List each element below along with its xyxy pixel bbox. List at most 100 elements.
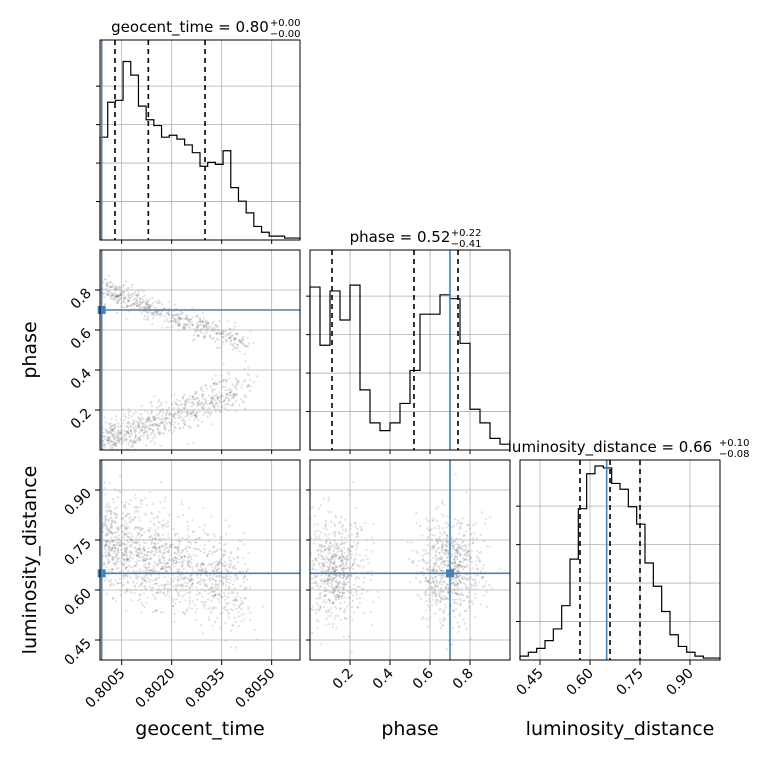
scatter-phase-vs-luminosity_distance-point <box>438 580 441 584</box>
scatter-phase-vs-luminosity_distance-point <box>470 550 473 553</box>
scatter-phase-vs-luminosity_distance-point <box>447 551 450 554</box>
scatter-geocent_time-vs-phase-point <box>230 340 233 343</box>
scatter-geocent_time-vs-phase-point <box>115 294 118 297</box>
scatter-geocent_time-vs-phase-point <box>143 426 146 429</box>
scatter-geocent_time-vs-phase-point <box>129 438 132 442</box>
scatter-geocent_time-vs-phase-point <box>108 441 111 445</box>
scatter-geocent_time-vs-phase-point <box>232 402 235 405</box>
scatter-geocent_time-vs-phase-point <box>150 303 153 307</box>
scatter-phase-vs-luminosity_distance-point <box>354 587 357 591</box>
scatter-geocent_time-vs-luminosity_distance-point <box>134 493 137 497</box>
scatter-geocent_time-vs-luminosity_distance-point <box>161 533 165 536</box>
scatter-phase-vs-luminosity_distance-point <box>334 514 337 517</box>
scatter-geocent_time-vs-phase-point <box>126 431 129 434</box>
scatter-geocent_time-vs-luminosity_distance-point <box>179 557 182 561</box>
scatter-geocent_time-vs-phase-point <box>157 425 160 428</box>
scatter-geocent_time-vs-luminosity_distance-point <box>97 527 99 529</box>
scatter-phase-vs-luminosity_distance-point <box>440 548 443 551</box>
scatter-geocent_time-vs-phase-point <box>123 415 126 418</box>
scatter-geocent_time-vs-luminosity_distance-point <box>145 566 148 569</box>
scatter-geocent_time-vs-luminosity_distance-point <box>107 553 110 556</box>
scatter-geocent_time-vs-luminosity_distance-point <box>186 591 189 594</box>
scatter-geocent_time-vs-phase-point <box>126 304 129 307</box>
scatter-geocent_time-vs-phase-point <box>135 420 138 423</box>
scatter-geocent_time-vs-luminosity_distance-point <box>211 553 214 556</box>
scatter-phase-vs-luminosity_distance-point <box>437 566 440 569</box>
scatter-phase-vs-luminosity_distance-point <box>338 549 341 553</box>
scatter-geocent_time-vs-luminosity_distance-point <box>152 610 155 613</box>
scatter-geocent_time-vs-luminosity_distance-point <box>147 530 151 533</box>
scatter-phase-vs-luminosity_distance-point <box>345 559 349 563</box>
scatter-phase-vs-luminosity_distance-point <box>331 562 334 566</box>
scatter-geocent_time-vs-phase-point <box>213 404 217 407</box>
scatter-geocent_time-vs-phase-point <box>236 380 239 383</box>
scatter-phase-vs-luminosity_distance-point <box>453 518 457 521</box>
scatter-geocent_time-vs-phase-point <box>128 410 131 413</box>
scatter-geocent_time-vs-phase-point <box>176 313 179 316</box>
scatter-geocent_time-vs-phase-point <box>203 335 206 338</box>
scatter-geocent_time-vs-luminosity_distance-point <box>147 562 150 565</box>
scatter-geocent_time-vs-luminosity_distance-point <box>209 606 212 609</box>
scatter-phase-vs-luminosity_distance-point <box>327 558 330 561</box>
scatter-phase-vs-luminosity_distance-point <box>311 564 314 568</box>
scatter-phase-vs-luminosity_distance-point <box>356 585 359 589</box>
scatter-geocent_time-vs-luminosity_distance-point <box>115 531 118 534</box>
scatter-geocent_time-vs-luminosity_distance-point <box>191 518 194 522</box>
scatter-phase-vs-luminosity_distance-point <box>453 560 456 563</box>
scatter-phase-vs-luminosity_distance-point <box>464 565 467 568</box>
scatter-phase-vs-luminosity_distance-point <box>436 585 439 588</box>
scatter-phase-vs-luminosity_distance-point <box>344 558 347 561</box>
scatter-phase-vs-luminosity_distance-point <box>312 542 315 545</box>
scatter-phase-vs-luminosity_distance-point <box>467 558 471 561</box>
scatter-phase-vs-luminosity_distance-point <box>446 540 449 543</box>
scatter-phase-vs-luminosity_distance-point <box>460 587 463 590</box>
scatter-geocent_time-vs-luminosity_distance-point <box>174 557 178 560</box>
scatter-geocent_time-vs-phase-point <box>112 430 115 433</box>
scatter-phase-vs-luminosity_distance-point <box>339 565 342 568</box>
scatter-geocent_time-vs-luminosity_distance-point <box>218 575 221 578</box>
scatter-phase-vs-luminosity_distance-point <box>458 574 461 578</box>
scatter-geocent_time-vs-luminosity_distance-point <box>169 567 172 570</box>
scatter-geocent_time-vs-luminosity_distance-point <box>104 505 108 509</box>
scatter-phase-vs-luminosity_distance-point <box>444 553 447 557</box>
scatter-geocent_time-vs-luminosity_distance-point <box>122 564 125 567</box>
scatter-phase-vs-luminosity_distance-point <box>445 606 448 609</box>
scatter-geocent_time-vs-luminosity_distance-point <box>174 559 177 562</box>
scatter-geocent_time-vs-luminosity_distance-point <box>122 553 126 556</box>
scatter-geocent_time-vs-phase-point <box>105 281 108 284</box>
scatter-geocent_time-vs-luminosity_distance-point <box>163 564 166 568</box>
scatter-geocent_time-vs-luminosity_distance-point <box>173 565 176 568</box>
scatter-geocent_time-vs-phase-point <box>129 304 132 307</box>
scatter-geocent_time-vs-phase-point <box>116 294 120 297</box>
scatter-geocent_time-vs-luminosity_distance-point <box>195 581 198 584</box>
scatter-geocent_time-vs-luminosity_distance-point <box>105 525 108 528</box>
scatter-phase-vs-luminosity_distance-point <box>451 578 454 581</box>
scatter-phase-vs-luminosity_distance-point <box>343 567 346 570</box>
scatter-geocent_time-vs-luminosity_distance-point <box>202 529 205 532</box>
scatter-geocent_time-vs-luminosity_distance-point <box>180 551 183 554</box>
scatter-geocent_time-vs-phase-point <box>158 405 161 408</box>
scatter-geocent_time-vs-phase-point <box>227 388 230 391</box>
scatter-geocent_time-vs-luminosity_distance-point <box>164 584 167 587</box>
scatter-phase-vs-luminosity_distance-point <box>465 628 468 631</box>
scatter-geocent_time-vs-luminosity_distance-point <box>162 585 165 588</box>
scatter-geocent_time-vs-luminosity_distance-point <box>236 599 239 602</box>
scatter-geocent_time-vs-luminosity_distance-point <box>105 540 108 543</box>
scatter-phase-vs-luminosity_distance-point <box>371 624 374 627</box>
scatter-phase-vs-luminosity_distance-point <box>424 576 427 579</box>
scatter-geocent_time-vs-phase-point <box>135 299 138 302</box>
scatter-geocent_time-vs-luminosity_distance-point <box>180 555 183 558</box>
scatter-geocent_time-vs-luminosity_distance-point <box>225 575 228 578</box>
scatter-phase-vs-luminosity_distance-point <box>443 503 446 506</box>
scatter-geocent_time-vs-phase-point <box>112 292 116 295</box>
scatter-phase-vs-luminosity_distance-point <box>331 554 334 558</box>
scatter-phase-vs-luminosity_distance-point <box>343 596 346 599</box>
scatter-geocent_time-vs-luminosity_distance-point <box>166 561 169 565</box>
scatter-geocent_time-vs-luminosity_distance-point <box>137 585 141 588</box>
scatter-geocent_time-vs-phase-point <box>140 416 143 419</box>
scatter-geocent_time-vs-phase-point <box>111 428 114 432</box>
scatter-geocent_time-vs-luminosity_distance-point <box>106 510 109 514</box>
scatter-geocent_time-vs-luminosity_distance-point <box>123 503 126 507</box>
scatter-geocent_time-vs-phase-point <box>94 447 96 449</box>
scatter-geocent_time-vs-phase-point <box>131 283 134 287</box>
